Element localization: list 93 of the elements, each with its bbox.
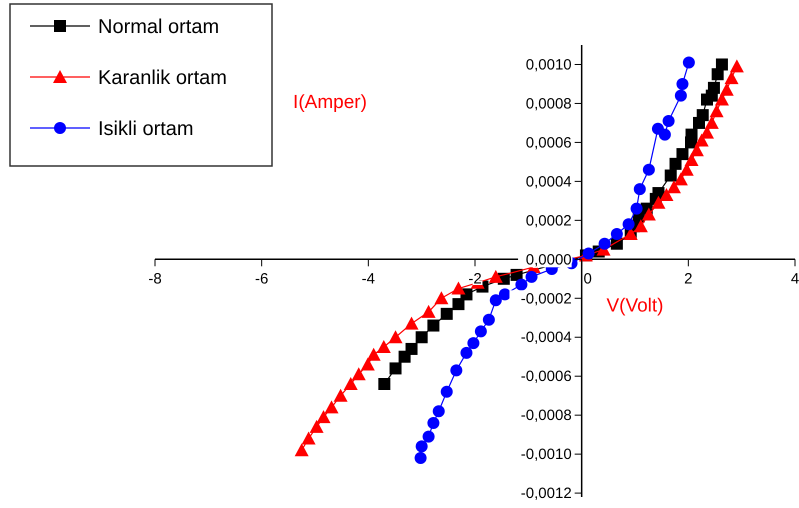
point: [610, 228, 623, 240]
y-tick-label: 0,0000: [526, 251, 572, 268]
point: [352, 367, 366, 380]
point: [666, 180, 681, 194]
point: [676, 148, 688, 160]
point: [416, 331, 428, 344]
point: [674, 90, 687, 102]
x-tick-label: 2: [684, 270, 693, 288]
point: [452, 298, 464, 310]
point: [674, 172, 688, 186]
x-tick-label: 0: [583, 270, 592, 288]
point: [344, 377, 358, 390]
y-tick-label: -0,0004: [520, 329, 572, 346]
y-axis-title: I(Amper): [293, 92, 367, 113]
point: [716, 58, 728, 70]
point: [422, 430, 435, 443]
point: [316, 410, 331, 424]
point: [302, 432, 316, 445]
x-tick-label: -8: [148, 270, 162, 288]
point: [708, 82, 720, 94]
point: [696, 109, 709, 122]
point: [376, 340, 391, 353]
point: [598, 238, 611, 250]
point: [662, 114, 675, 127]
point: [467, 337, 480, 350]
point: [440, 386, 453, 398]
y-tick-label: -0,0010: [520, 446, 572, 464]
point: [634, 183, 646, 196]
point: [334, 388, 348, 402]
point: [658, 128, 671, 141]
point: [416, 440, 428, 452]
x-axis-title: V(Volt): [606, 295, 664, 316]
point: [694, 133, 709, 146]
point: [634, 219, 648, 232]
y-tick-label: -0,0012: [520, 485, 572, 502]
point: [390, 362, 402, 374]
point: [582, 247, 595, 260]
point: [490, 294, 502, 306]
point: [630, 202, 643, 215]
point: [366, 348, 381, 361]
point: [414, 452, 427, 464]
y-tick-label: 0,0006: [526, 134, 572, 152]
point: [526, 270, 538, 283]
point: [730, 59, 744, 72]
point: [310, 420, 324, 433]
point: [450, 364, 462, 376]
point: [622, 218, 635, 230]
point: [294, 443, 309, 456]
point: [720, 82, 734, 96]
point: [498, 288, 511, 300]
point: [440, 308, 453, 320]
legend-label: Karanlik ortam: [98, 67, 227, 89]
y-tick-label: -0,0002: [520, 290, 572, 308]
y-tick-label: 0,0010: [526, 56, 572, 74]
point: [434, 291, 448, 304]
point: [676, 78, 688, 90]
point: [642, 164, 655, 176]
point: [488, 270, 503, 283]
y-tick-label: 0,0004: [526, 173, 572, 190]
legend-label: Isikli ortam: [98, 118, 194, 140]
point: [724, 71, 739, 84]
x-tick-label: -6: [254, 270, 268, 288]
point: [388, 330, 403, 344]
point: [659, 188, 674, 202]
point: [406, 342, 418, 355]
point: [378, 378, 390, 390]
point: [515, 278, 528, 291]
legend-label: Normal ortam: [98, 16, 220, 38]
point: [474, 325, 487, 338]
point: [451, 282, 466, 295]
point: [682, 56, 695, 69]
point: [427, 320, 440, 332]
point: [664, 170, 677, 182]
x-tick-label: -4: [362, 270, 376, 288]
point: [360, 358, 375, 371]
y-tick-label: 0,0008: [526, 95, 572, 112]
point: [651, 196, 666, 209]
y-tick-label: -0,0006: [520, 368, 572, 386]
point: [482, 314, 495, 326]
point: [432, 405, 445, 418]
point: [404, 316, 419, 330]
point: [710, 104, 724, 118]
point: [670, 158, 682, 170]
point: [642, 208, 656, 220]
point: [686, 128, 698, 141]
point: [324, 400, 339, 414]
point: [704, 116, 719, 129]
y-tick-label: -0,0008: [520, 407, 572, 424]
y-tick-label: 0,0002: [526, 212, 572, 230]
x-tick-label: 4: [790, 270, 799, 288]
point: [460, 346, 472, 359]
point: [422, 304, 436, 318]
point: [427, 416, 440, 429]
